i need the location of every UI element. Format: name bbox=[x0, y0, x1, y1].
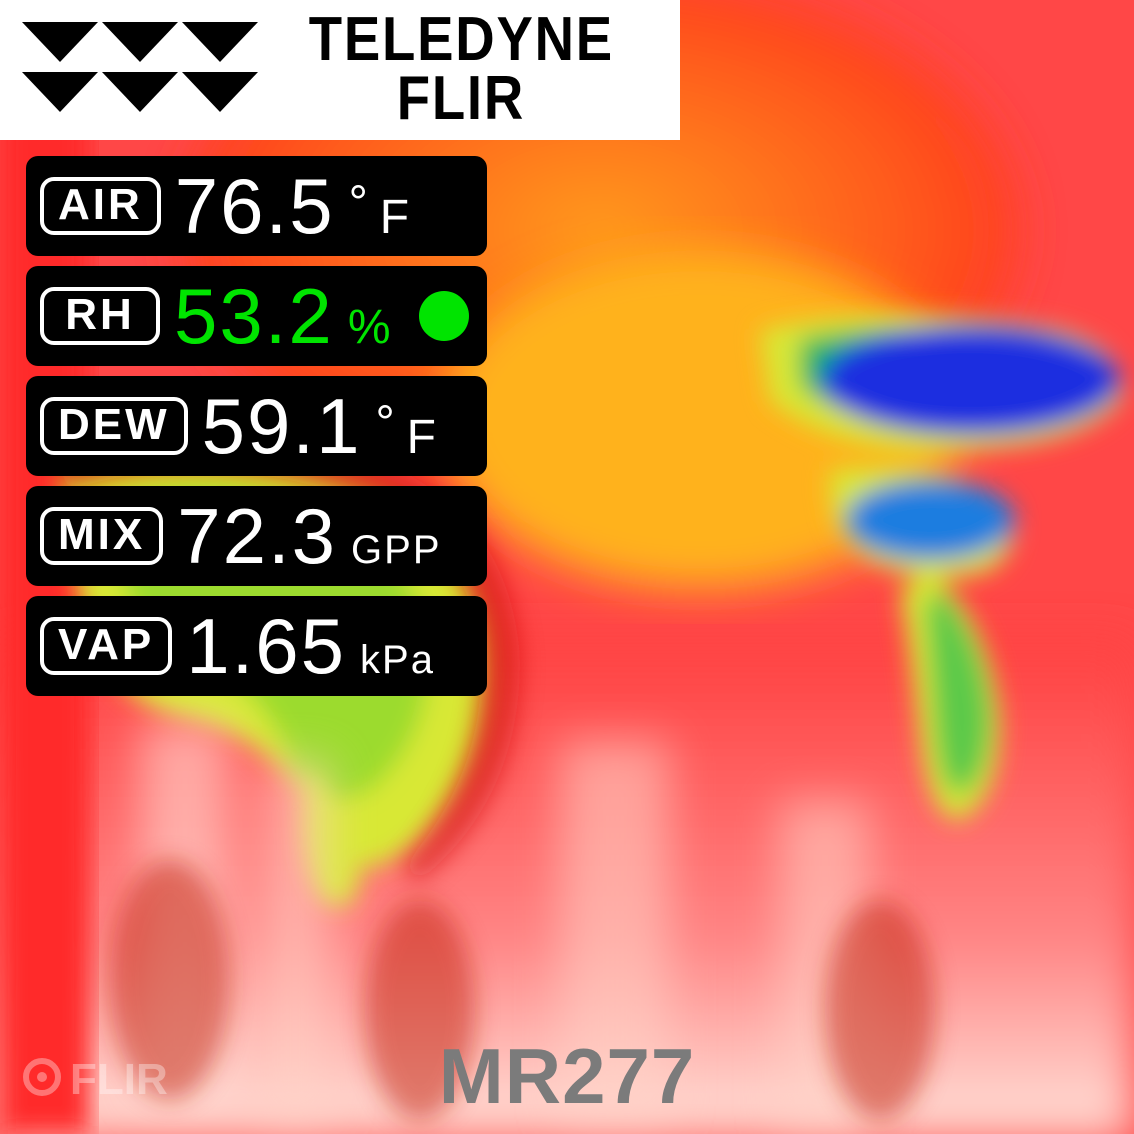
reading-tag: VAP bbox=[40, 617, 172, 675]
brand-line-2: FLIR bbox=[397, 70, 525, 129]
readings-panel: AIR 76.5 °F RH 53.2 % DEW 59.1 °F MIX 72… bbox=[26, 156, 487, 696]
brand-text: TELEDYNE FLIR bbox=[288, 11, 635, 129]
reading-tag: AIR bbox=[40, 177, 161, 235]
reading-value: 53.2 % bbox=[174, 271, 393, 362]
model-label: MR277 bbox=[0, 1031, 1134, 1122]
reading-air: AIR 76.5 °F bbox=[26, 156, 487, 256]
reading-tag: RH bbox=[40, 287, 160, 345]
reading-value: 59.1 °F bbox=[202, 381, 438, 472]
reading-tag: DEW bbox=[40, 397, 188, 455]
teledyne-logo-icon bbox=[20, 10, 260, 130]
reading-mix: MIX 72.3 GPP bbox=[26, 486, 487, 586]
brand-line-1: TELEDYNE bbox=[309, 11, 614, 70]
reading-tag: MIX bbox=[40, 507, 163, 565]
brand-bar: TELEDYNE FLIR bbox=[0, 0, 680, 140]
reading-value: 76.5 °F bbox=[175, 161, 411, 252]
reading-value: 1.65 kPa bbox=[186, 601, 435, 692]
reading-dew: DEW 59.1 °F bbox=[26, 376, 487, 476]
reading-rh: RH 53.2 % bbox=[26, 266, 487, 366]
reading-vap: VAP 1.65 kPa bbox=[26, 596, 487, 696]
reading-value: 72.3 GPP bbox=[177, 491, 441, 582]
status-indicator-icon bbox=[419, 291, 469, 341]
